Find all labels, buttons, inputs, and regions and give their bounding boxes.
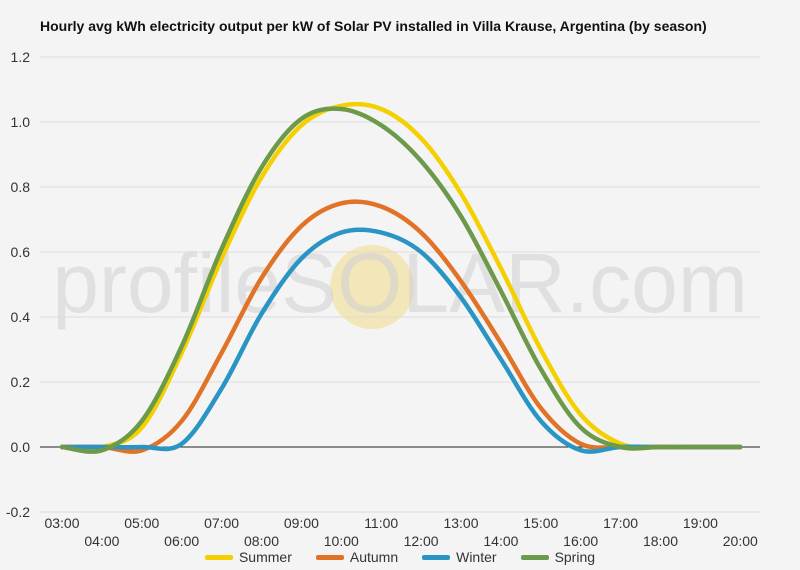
- legend-swatch-summer: [204, 554, 233, 560]
- legend-swatch-winter: [422, 554, 451, 560]
- legend-swatch-autumn: [315, 554, 344, 560]
- legend: Summer Autumn Winter Spring: [0, 549, 800, 565]
- x-tick-label: 18:00: [643, 533, 678, 549]
- x-tick-label: 07:00: [204, 515, 239, 531]
- x-tick-label: 13:00: [443, 515, 478, 531]
- x-tick-label: 05:00: [124, 515, 159, 531]
- series-line-spring: [59, 106, 743, 454]
- x-tick-label: 08:00: [244, 533, 279, 549]
- x-tick-label: 19:00: [683, 515, 718, 531]
- legend-item-spring: Spring: [520, 549, 596, 565]
- series-line-summer: [59, 101, 743, 451]
- y-tick-label: 0.2: [11, 374, 31, 390]
- x-tick-label: 09:00: [284, 515, 319, 531]
- y-tick-label: -0.2: [6, 504, 30, 520]
- x-tick-label: 20:00: [723, 533, 758, 549]
- legend-item-winter: Winter: [422, 549, 497, 565]
- legend-label-winter: Winter: [456, 549, 497, 565]
- y-tick-label: 1.0: [11, 114, 31, 130]
- y-tick-label: 0.6: [11, 244, 31, 260]
- y-tick-label: 0.8: [11, 179, 31, 195]
- legend-swatch-spring: [520, 554, 549, 560]
- chart-title: Hourly avg kWh electricity output per kW…: [40, 18, 707, 34]
- watermark: profileSOLAR.com: [52, 236, 748, 330]
- legend-label-spring: Spring: [554, 549, 596, 565]
- x-tick-label: 17:00: [603, 515, 638, 531]
- y-tick-label: 0.0: [11, 439, 31, 455]
- x-tick-label: 04:00: [84, 533, 119, 549]
- x-tick-label: 11:00: [364, 515, 398, 531]
- x-tick-label: 15:00: [523, 515, 558, 531]
- x-tick-label: 14:00: [483, 533, 518, 549]
- y-axis-ticks: 1.2 1.0 0.8 0.6 0.4 0.2 0.0 -0.2: [6, 49, 30, 520]
- watermark-text: profileSOLAR.com: [52, 236, 748, 330]
- legend-label-autumn: Autumn: [349, 549, 399, 565]
- legend-item-summer: Summer: [204, 549, 292, 565]
- x-tick-label: 10:00: [324, 533, 359, 549]
- x-tick-label: 06:00: [164, 533, 199, 549]
- legend-item-autumn: Autumn: [315, 549, 399, 565]
- x-tick-label: 16:00: [563, 533, 598, 549]
- x-tick-label: 12:00: [404, 533, 439, 549]
- x-tick-label: 03:00: [44, 515, 79, 531]
- series-lines: [59, 101, 743, 454]
- y-tick-label: 0.4: [11, 309, 31, 325]
- watermark-sun-logo: [330, 245, 414, 329]
- legend-label-summer: Summer: [238, 549, 292, 565]
- x-axis-ticks: 03:00 04:00 05:00 06:00 07:00 08:00 09:00 10:00…: [44, 515, 758, 549]
- y-tick-label: 1.2: [11, 49, 31, 65]
